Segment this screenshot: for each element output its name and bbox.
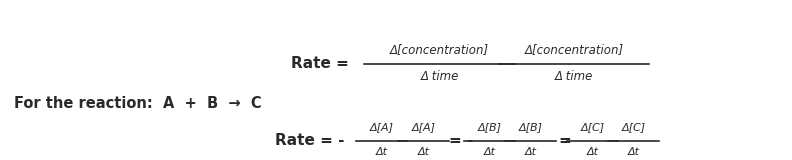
Text: Rate = -: Rate = - bbox=[275, 133, 345, 148]
Text: Δ[concentration]: Δ[concentration] bbox=[524, 43, 624, 56]
Text: Δt: Δt bbox=[375, 147, 388, 157]
Text: Δt: Δt bbox=[483, 147, 496, 157]
Text: Δ[B]: Δ[B] bbox=[478, 122, 501, 132]
Text: Δt: Δt bbox=[627, 147, 640, 157]
Text: Δ[A]: Δ[A] bbox=[370, 122, 394, 132]
Text: Δt: Δt bbox=[586, 147, 599, 157]
Text: Δ time: Δ time bbox=[555, 70, 593, 83]
Text: Δ[C]: Δ[C] bbox=[581, 122, 604, 132]
Text: Δ[concentration]: Δ[concentration] bbox=[390, 43, 489, 56]
Text: Δ time: Δ time bbox=[421, 70, 459, 83]
Text: For the reaction:  A  +  B  →  C: For the reaction: A + B → C bbox=[14, 96, 262, 112]
Text: Δ[C]: Δ[C] bbox=[622, 122, 645, 132]
Text: Δ[A]: Δ[A] bbox=[412, 122, 436, 132]
Text: Rate =: Rate = bbox=[291, 56, 348, 72]
Text: Δ[B]: Δ[B] bbox=[519, 122, 543, 132]
Text: Δt: Δt bbox=[524, 147, 537, 157]
Text: Δt: Δt bbox=[417, 147, 430, 157]
Text: = -: = - bbox=[449, 133, 473, 148]
Text: =: = bbox=[558, 133, 571, 148]
